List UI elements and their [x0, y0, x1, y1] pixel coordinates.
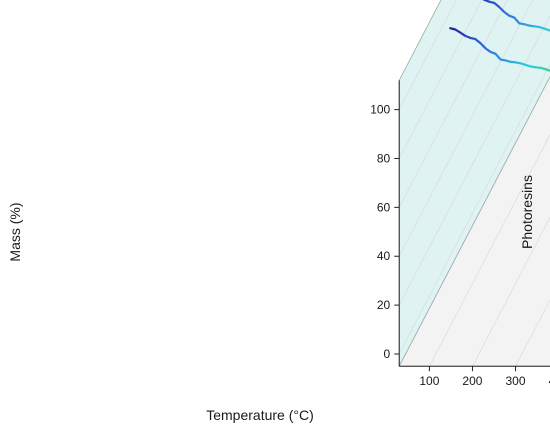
series-segment	[546, 69, 550, 71]
y-tick-label: 20	[377, 298, 391, 312]
y-axis-title: Mass (%)	[7, 202, 23, 261]
y-tick-label: 100	[370, 103, 390, 117]
x-tick-label: 200	[462, 374, 482, 388]
x-axis-title: Temperature (°C)	[206, 407, 314, 423]
y-tick-label: 40	[377, 249, 391, 263]
x-tick-label: 300	[506, 374, 526, 388]
y-tick-label: 80	[377, 151, 391, 165]
y-tick-label: 60	[377, 200, 391, 214]
y-tick-label: 0	[384, 347, 391, 361]
z-axis-title: Photoresins	[519, 175, 535, 249]
x-tick-label: 100	[419, 374, 439, 388]
